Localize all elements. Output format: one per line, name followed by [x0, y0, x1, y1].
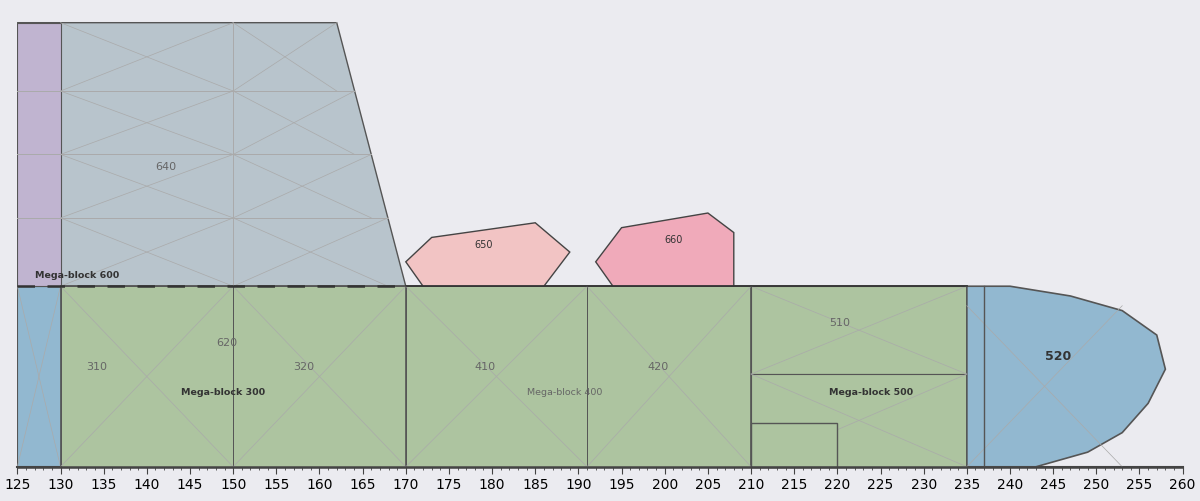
- Polygon shape: [751, 423, 838, 467]
- Polygon shape: [406, 287, 751, 467]
- Polygon shape: [17, 24, 60, 287]
- Text: Mega-block 500: Mega-block 500: [829, 387, 913, 396]
- Text: 520: 520: [1044, 350, 1070, 363]
- Text: 420: 420: [648, 361, 668, 371]
- Polygon shape: [17, 24, 406, 287]
- Text: 650: 650: [475, 239, 493, 249]
- Text: 510: 510: [829, 318, 850, 328]
- Text: 320: 320: [294, 361, 314, 371]
- Polygon shape: [751, 287, 967, 467]
- Polygon shape: [406, 287, 587, 467]
- Polygon shape: [751, 287, 967, 467]
- Text: 410: 410: [475, 361, 496, 371]
- Text: 620: 620: [216, 337, 238, 347]
- Text: Mega-block 300: Mega-block 300: [181, 387, 265, 396]
- Polygon shape: [751, 287, 967, 374]
- Polygon shape: [60, 287, 406, 467]
- Polygon shape: [60, 287, 233, 467]
- Text: 660: 660: [665, 235, 683, 245]
- Polygon shape: [17, 287, 60, 467]
- Polygon shape: [406, 223, 570, 287]
- Polygon shape: [967, 287, 1165, 467]
- Polygon shape: [587, 287, 751, 467]
- Polygon shape: [233, 287, 406, 467]
- Polygon shape: [60, 287, 751, 467]
- Text: 640: 640: [156, 162, 176, 172]
- Text: 310: 310: [86, 361, 108, 371]
- Text: Mega-block 400: Mega-block 400: [527, 387, 602, 396]
- Text: Mega-block 600: Mega-block 600: [35, 271, 119, 280]
- Polygon shape: [751, 374, 967, 467]
- Polygon shape: [595, 213, 733, 287]
